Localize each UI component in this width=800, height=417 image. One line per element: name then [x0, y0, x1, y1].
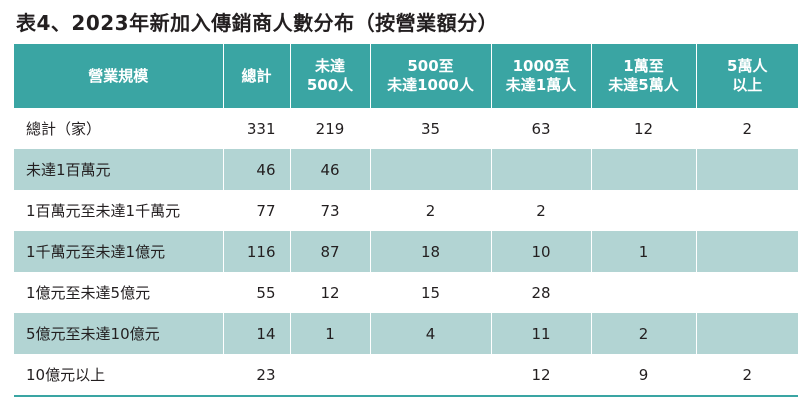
cell-50k-plus [696, 313, 798, 354]
cell-10k-50k [591, 272, 697, 313]
cell-500-1000 [370, 149, 492, 190]
cell-total: 77 [223, 190, 291, 231]
cell-under-500: 219 [290, 108, 371, 149]
cell-500-1000: 2 [370, 190, 492, 231]
header-row: 營業規模 總計 未達 500人 500至 未達1000人 1000至 未達1萬人 1萬… [14, 44, 798, 108]
col-header-1000-10k: 1000至 未達1萬人 [491, 44, 592, 108]
cell-under-500: 73 [290, 190, 371, 231]
cell-500-1000: 35 [370, 108, 492, 149]
col-header-10k-50k: 1萬至 未達5萬人 [591, 44, 697, 108]
table-row: 總計（家） 331 219 35 63 12 2 [14, 108, 798, 149]
table-row: 1億元至未達5億元 55 12 15 28 [14, 272, 798, 313]
cell-10k-50k: 2 [591, 313, 697, 354]
cell-50k-plus: 2 [696, 108, 798, 149]
distribution-table: 營業規模 總計 未達 500人 500至 未達1000人 1000至 未達1萬人 1萬… [14, 44, 798, 397]
cell-scale: 1億元至未達5億元 [14, 272, 224, 313]
table-row: 1千萬元至未達1億元 116 87 18 10 1 [14, 231, 798, 272]
col-header-under-500: 未達 500人 [290, 44, 371, 108]
cell-50k-plus [696, 190, 798, 231]
cell-scale: 總計（家） [14, 108, 224, 149]
table-row: 5億元至未達10億元 14 1 4 11 2 [14, 313, 798, 354]
col-header-50k-plus: 5萬人 以上 [696, 44, 798, 108]
table-row: 1百萬元至未達1千萬元 77 73 2 2 [14, 190, 798, 231]
cell-1000-10k: 28 [491, 272, 592, 313]
cell-1000-10k: 11 [491, 313, 592, 354]
cell-10k-50k: 12 [591, 108, 697, 149]
cell-under-500 [290, 354, 371, 397]
cell-scale: 5億元至未達10億元 [14, 313, 224, 354]
cell-50k-plus [696, 231, 798, 272]
cell-scale: 1百萬元至未達1千萬元 [14, 190, 224, 231]
cell-1000-10k: 12 [491, 354, 592, 397]
cell-total: 14 [223, 313, 291, 354]
table-row: 10億元以上 23 12 9 2 [14, 354, 798, 397]
cell-total: 23 [223, 354, 291, 397]
table-row: 未達1百萬元 46 46 [14, 149, 798, 190]
cell-1000-10k: 63 [491, 108, 592, 149]
cell-total: 116 [223, 231, 291, 272]
cell-500-1000: 15 [370, 272, 492, 313]
cell-total: 331 [223, 108, 291, 149]
cell-50k-plus: 2 [696, 354, 798, 397]
cell-500-1000 [370, 354, 492, 397]
cell-1000-10k [491, 149, 592, 190]
cell-10k-50k [591, 190, 697, 231]
cell-1000-10k: 10 [491, 231, 592, 272]
cell-1000-10k: 2 [491, 190, 592, 231]
cell-under-500: 87 [290, 231, 371, 272]
cell-scale: 1千萬元至未達1億元 [14, 231, 224, 272]
col-header-total: 總計 [223, 44, 291, 108]
cell-10k-50k: 9 [591, 354, 697, 397]
cell-scale: 未達1百萬元 [14, 149, 224, 190]
cell-under-500: 1 [290, 313, 371, 354]
cell-50k-plus [696, 149, 798, 190]
cell-500-1000: 18 [370, 231, 492, 272]
cell-10k-50k [591, 149, 697, 190]
cell-scale: 10億元以上 [14, 354, 224, 397]
cell-500-1000: 4 [370, 313, 492, 354]
cell-50k-plus [696, 272, 798, 313]
col-header-scale: 營業規模 [14, 44, 224, 108]
cell-under-500: 12 [290, 272, 371, 313]
cell-10k-50k: 1 [591, 231, 697, 272]
cell-under-500: 46 [290, 149, 371, 190]
table-title: 表4、2023年新加入傳銷商人數分布（按營業額分） [16, 11, 499, 35]
cell-total: 46 [223, 149, 291, 190]
cell-total: 55 [223, 272, 291, 313]
col-header-500-1000: 500至 未達1000人 [370, 44, 492, 108]
